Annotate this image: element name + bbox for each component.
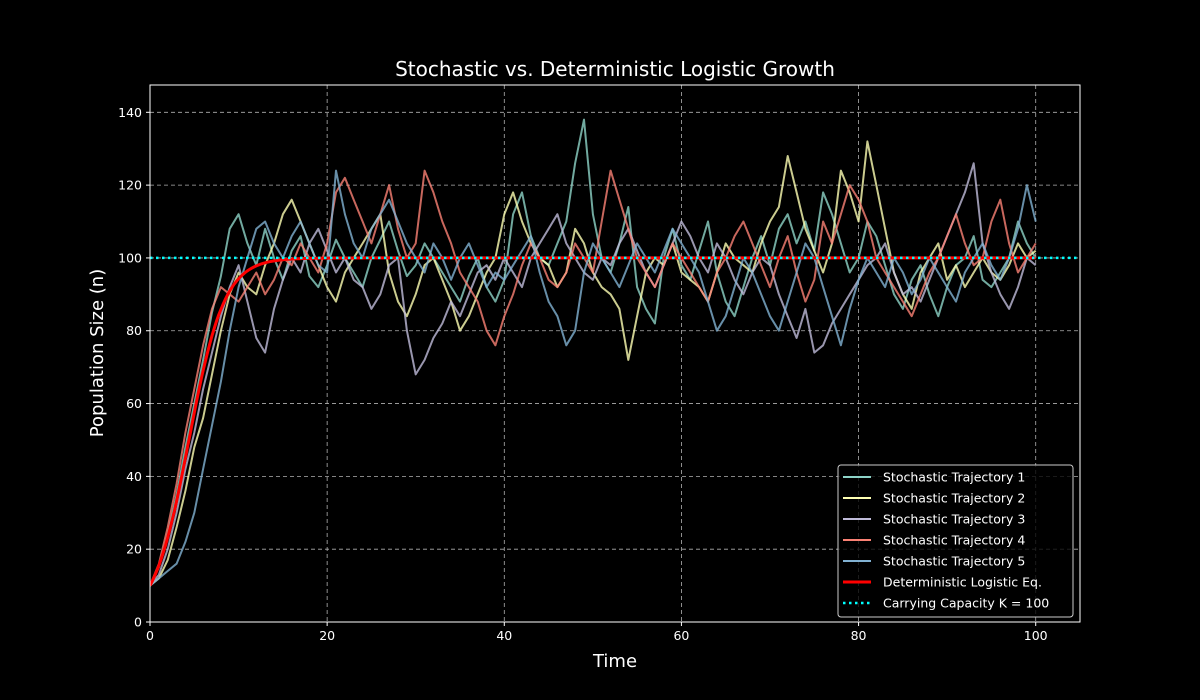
x-tick-label: 40	[496, 628, 512, 643]
axes-frame	[149, 84, 1081, 623]
legend-entry-trajectory-1: Stochastic Trajectory 1	[843, 470, 1025, 485]
chart-title: Stochastic vs. Deterministic Logistic Gr…	[395, 57, 835, 81]
legend-entry-deterministic: Deterministic Logistic Eq.	[843, 575, 1042, 590]
stochastic-trajectory-5-line	[150, 169, 1037, 587]
legend-label: Stochastic Trajectory 5	[883, 554, 1025, 569]
y-tick-label: 40	[126, 469, 142, 484]
x-tick-label: 0	[146, 628, 154, 643]
legend-entry-trajectory-4: Stochastic Trajectory 4	[843, 533, 1025, 548]
y-tick-label: 120	[118, 178, 142, 193]
y-tick-label: 80	[126, 323, 142, 338]
y-tick-label: 140	[118, 105, 142, 120]
y-axis: 0 20 40 60 80 100 120 140	[118, 105, 150, 630]
y-tick-label: 20	[126, 542, 142, 557]
y-tick-label: 60	[126, 396, 142, 411]
x-axis: 0 20 40 60 80 100	[146, 622, 1048, 643]
legend: Stochastic Trajectory 1 Stochastic Trajec…	[837, 464, 1074, 618]
legend-label: Stochastic Trajectory 1	[883, 470, 1025, 485]
x-tick-label: 60	[673, 628, 689, 643]
legend-entry-trajectory-3: Stochastic Trajectory 3	[843, 512, 1025, 527]
legend-entry-trajectory-2: Stochastic Trajectory 2	[843, 491, 1025, 506]
x-axis-label: Time	[592, 651, 637, 672]
x-tick-label: 20	[319, 628, 335, 643]
y-tick-label: 100	[118, 250, 142, 265]
legend-box	[837, 464, 1074, 618]
legend-label: Stochastic Trajectory 3	[883, 512, 1025, 527]
series-layer	[150, 118, 1080, 587]
legend-label: Deterministic Logistic Eq.	[883, 575, 1042, 590]
legend-entry-carrying-capacity: Carrying Capacity K = 100	[843, 596, 1049, 611]
x-tick-label: 100	[1024, 628, 1048, 643]
legend-entry-trajectory-5: Stochastic Trajectory 5	[843, 554, 1025, 569]
y-axis-label: Population Size (n)	[87, 269, 108, 437]
legend-label: Stochastic Trajectory 2	[883, 491, 1025, 506]
legend-label: Stochastic Trajectory 4	[883, 533, 1025, 548]
stochastic-trajectory-3-line	[150, 162, 1037, 587]
y-tick-label: 0	[134, 615, 142, 630]
x-tick-label: 80	[851, 628, 867, 643]
legend-label: Carrying Capacity K = 100	[883, 596, 1049, 611]
